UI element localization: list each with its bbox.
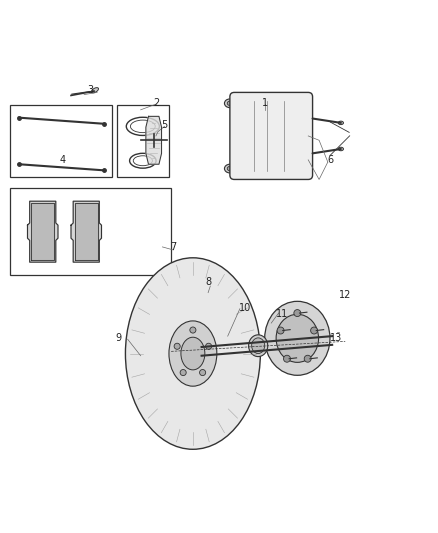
Ellipse shape — [283, 356, 290, 362]
Ellipse shape — [254, 104, 279, 128]
Text: 7: 7 — [170, 242, 177, 252]
Ellipse shape — [252, 338, 265, 353]
Ellipse shape — [227, 166, 233, 171]
Bar — [10, 188, 171, 275]
Ellipse shape — [338, 121, 343, 125]
Ellipse shape — [224, 164, 235, 173]
Text: 13: 13 — [330, 333, 343, 343]
Ellipse shape — [304, 356, 311, 362]
Text: 1: 1 — [261, 98, 268, 108]
Ellipse shape — [200, 369, 206, 376]
Bar — [10, 106, 113, 177]
Text: 9: 9 — [116, 333, 122, 343]
Ellipse shape — [205, 343, 212, 349]
Bar — [117, 106, 169, 177]
Text: 11: 11 — [276, 309, 288, 319]
FancyBboxPatch shape — [230, 92, 313, 180]
Ellipse shape — [311, 327, 318, 334]
Text: 10: 10 — [239, 303, 251, 313]
Polygon shape — [146, 116, 162, 164]
Text: 2: 2 — [153, 98, 159, 108]
Ellipse shape — [294, 310, 301, 317]
Ellipse shape — [249, 335, 268, 357]
Polygon shape — [74, 204, 98, 260]
Text: 6: 6 — [327, 155, 333, 165]
Ellipse shape — [338, 147, 343, 151]
Text: 8: 8 — [205, 277, 211, 287]
Ellipse shape — [251, 100, 283, 133]
Ellipse shape — [265, 301, 330, 375]
Ellipse shape — [125, 258, 260, 449]
Ellipse shape — [92, 87, 99, 93]
Ellipse shape — [227, 101, 233, 106]
Text: 12: 12 — [339, 290, 351, 300]
Text: 4: 4 — [59, 155, 65, 165]
Ellipse shape — [169, 321, 217, 386]
Ellipse shape — [181, 337, 205, 370]
Ellipse shape — [224, 99, 235, 108]
Text: 3: 3 — [88, 85, 94, 95]
Text: 5: 5 — [162, 120, 168, 130]
Ellipse shape — [180, 369, 186, 376]
Polygon shape — [71, 201, 102, 262]
Polygon shape — [31, 204, 54, 260]
Ellipse shape — [251, 139, 283, 172]
Ellipse shape — [260, 109, 274, 123]
Ellipse shape — [277, 327, 284, 334]
Ellipse shape — [190, 327, 196, 333]
Polygon shape — [28, 201, 58, 262]
Ellipse shape — [174, 343, 180, 349]
Ellipse shape — [276, 314, 318, 362]
Ellipse shape — [260, 149, 274, 163]
Ellipse shape — [254, 143, 279, 168]
